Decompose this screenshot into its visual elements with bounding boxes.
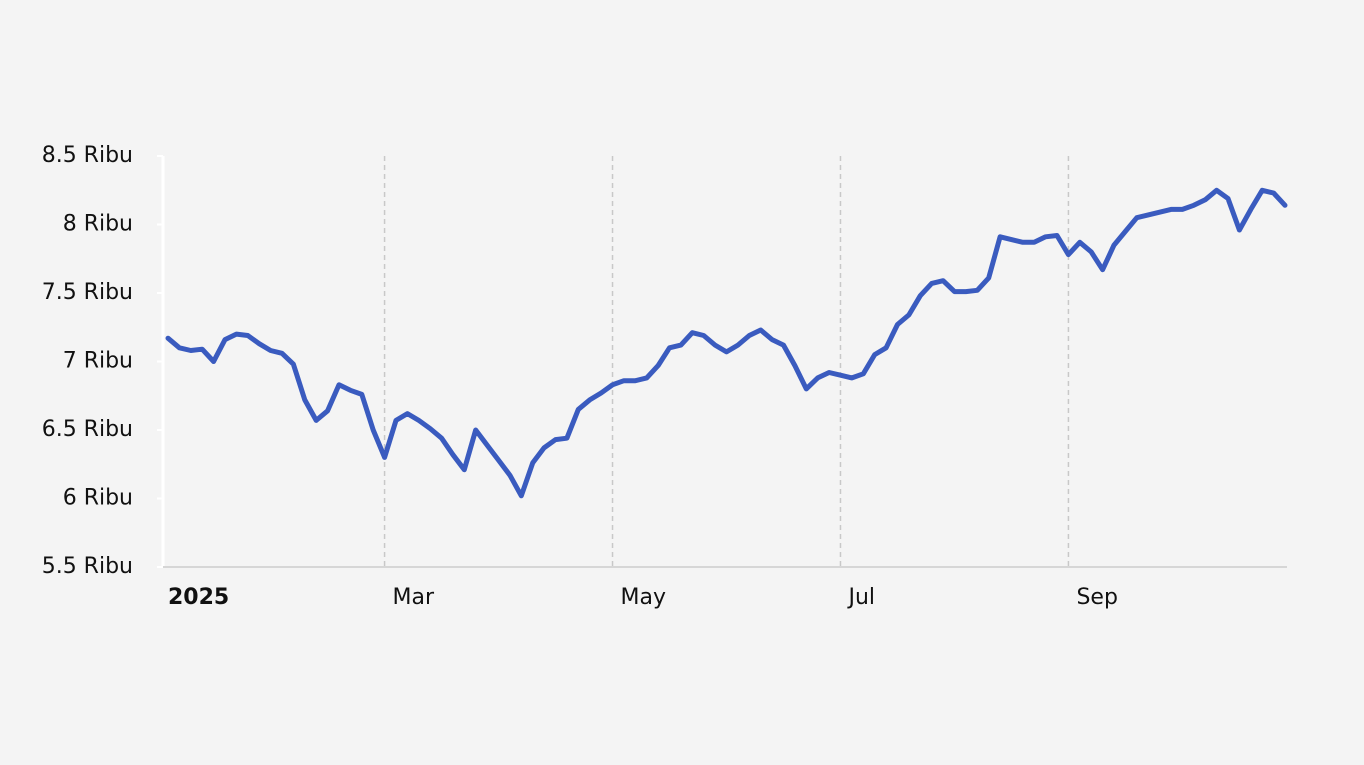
x-tick-label: May xyxy=(621,585,666,610)
y-tick-label: 6.5 Ribu xyxy=(42,417,133,442)
y-tick-label: 8.5 Ribu xyxy=(42,143,133,168)
x-tick-label: Jul xyxy=(846,585,875,610)
price-line xyxy=(165,187,1288,499)
y-tick-label: 8 Ribu xyxy=(63,212,133,237)
x-tick-label: Mar xyxy=(393,585,435,610)
y-tick-label: 7.5 Ribu xyxy=(42,280,133,305)
x-tick-label: Sep xyxy=(1076,585,1117,610)
y-tick-label: 5.5 Ribu xyxy=(42,554,133,579)
y-tick-label: 7 Ribu xyxy=(63,349,133,374)
y-tick-label: 6 Ribu xyxy=(63,486,133,511)
x-tick-label: 2025 xyxy=(168,585,229,610)
